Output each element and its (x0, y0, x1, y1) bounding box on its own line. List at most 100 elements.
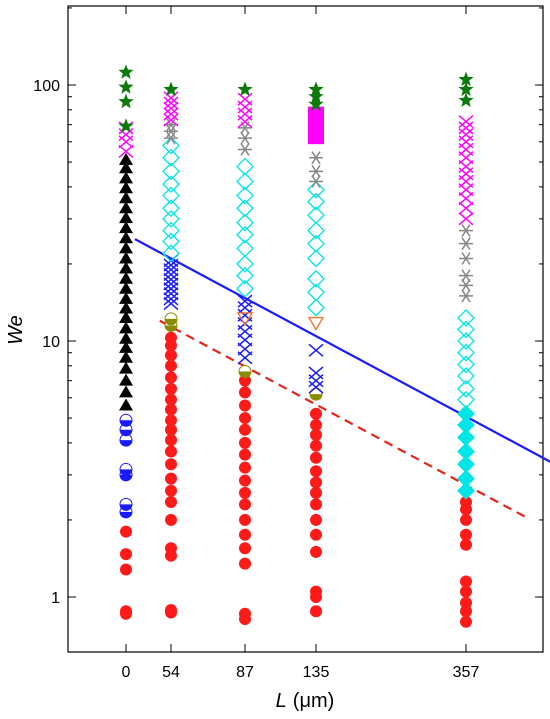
point-diamond (457, 404, 475, 423)
data-point-circle-filled (239, 412, 251, 425)
data-point-star (118, 93, 134, 109)
point-triangle (119, 201, 133, 214)
point-x (163, 277, 179, 291)
data-point-circle-filled (165, 603, 177, 616)
point-circle-half (120, 511, 132, 518)
data-point-circle-filled (165, 458, 177, 471)
point-asterisk (459, 289, 473, 303)
data-point-diamond-open (236, 279, 254, 298)
axis-ticks: 1 10 100 0 54 87 135 357 (33, 6, 543, 681)
data-point-asterisk (459, 269, 473, 283)
point-diamond (162, 162, 180, 181)
point-circle (239, 436, 251, 449)
point-diamond (162, 148, 180, 167)
data-point-x-cross (163, 277, 179, 291)
point-diamond (236, 279, 254, 298)
point-triangle (119, 241, 133, 254)
data-point-circle-filled (120, 525, 132, 538)
data-point-circle-filled (460, 596, 472, 609)
data-point-asterisk (459, 289, 473, 303)
point-circle (239, 486, 251, 499)
point-circle (165, 423, 177, 436)
y-tick-label: 10 (42, 334, 60, 351)
x-tick-label: 0 (122, 664, 131, 681)
data-point-circle-filled (310, 476, 322, 489)
point-diamond (236, 255, 254, 273)
data-point-x-cross (163, 263, 179, 277)
point-diamond (457, 442, 475, 461)
point-x (308, 343, 324, 357)
point-circle (310, 513, 322, 526)
data-point-diamond-filled (457, 416, 475, 434)
point-diamond (457, 390, 475, 409)
point-star (308, 81, 324, 97)
data-point-circle-filled (120, 548, 132, 561)
point-triangle (119, 281, 133, 294)
data-point-triangle-filled (119, 350, 133, 363)
data-point-star (118, 64, 134, 79)
x-axis-label-unit: (μm) (293, 690, 335, 712)
point-star (163, 81, 179, 97)
point-triangle (119, 361, 133, 374)
point-circle (310, 545, 322, 558)
point-circle (239, 474, 251, 487)
data-point-circle-half (119, 497, 133, 511)
data-point-circle-filled (165, 423, 177, 436)
x-axis-label: L (μm) (276, 690, 335, 712)
data-point-diamond-open (307, 206, 325, 225)
point-circle (310, 585, 322, 598)
data-point-triangle-filled (119, 201, 133, 214)
point-circle (165, 371, 177, 384)
data-point-star (308, 81, 324, 97)
point-circle (120, 548, 132, 561)
data-point-triangle-filled (119, 152, 133, 165)
data-point-x-cross (163, 287, 179, 301)
point-circle (120, 563, 132, 576)
point-star (237, 81, 253, 97)
point-triangle (119, 181, 133, 194)
data-point-circle-filled (239, 498, 251, 511)
data-point-triangle-filled (119, 261, 133, 274)
point-x (237, 92, 253, 106)
data-point-diamond-open (307, 221, 325, 240)
point-diamond (307, 249, 325, 268)
point-triangle (119, 331, 133, 344)
data-point-x-cross (163, 96, 179, 110)
point-triangle (119, 350, 133, 363)
point-circle (239, 374, 251, 387)
point-x (458, 121, 474, 135)
point-x (163, 272, 179, 286)
data-point-diamond-open (236, 266, 254, 285)
point-triangle (119, 271, 133, 284)
data-point-asterisk (459, 237, 473, 251)
data-point-x-cross (163, 282, 179, 296)
point-x (163, 297, 179, 311)
data-point-diamond-filled (457, 469, 475, 488)
data-point-triangle-filled (119, 385, 133, 398)
x-tick-label: 135 (303, 664, 330, 681)
point-circle (165, 331, 177, 344)
point-diamond (457, 455, 475, 474)
point-star (118, 64, 134, 79)
data-point-diamond-filled (457, 481, 475, 500)
data-point-circle-filled (310, 585, 322, 598)
point-diamond (457, 379, 475, 398)
point-diamond (307, 298, 325, 317)
point-diamond (457, 343, 475, 362)
data-point-x-cross (237, 107, 253, 121)
data-point-circle-filled (310, 418, 322, 431)
data-point-triangle-filled (119, 241, 133, 254)
data-point-x-cross (237, 342, 253, 356)
point-diamond (457, 332, 475, 350)
data-point-circle-filled (310, 486, 322, 499)
data-point-star (458, 71, 474, 87)
point-circle (460, 513, 472, 526)
point-x (163, 113, 179, 127)
point-triangle (119, 291, 133, 304)
point-triangle (119, 385, 133, 398)
data-point-diamond-open (236, 172, 254, 191)
point-diamond (307, 221, 325, 240)
point-diamond (457, 428, 475, 447)
data-point-diamond-open (457, 309, 475, 327)
data-point-circle-filled (165, 445, 177, 458)
